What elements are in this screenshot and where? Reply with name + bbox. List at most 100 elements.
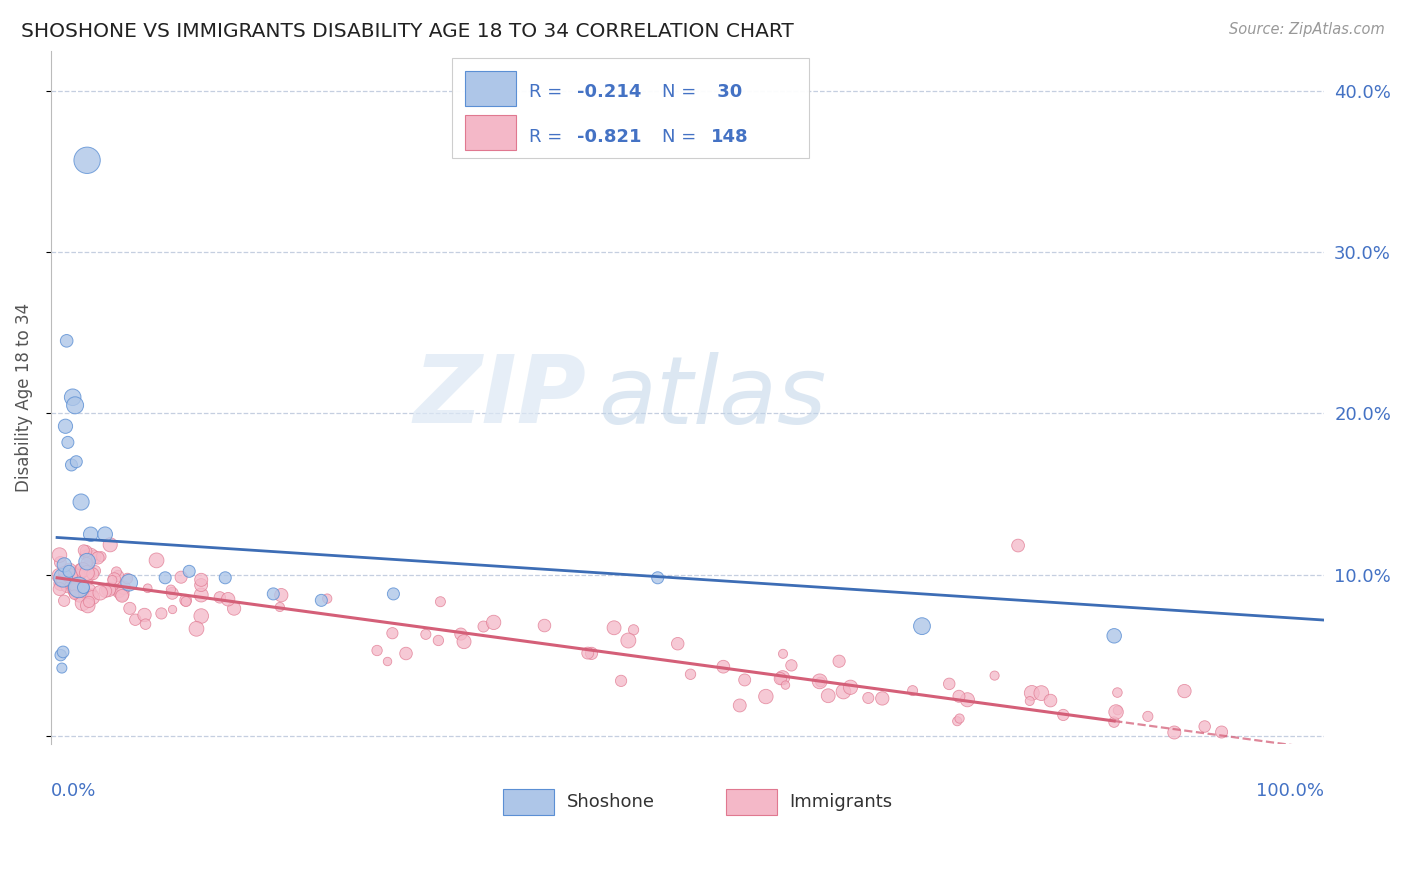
Point [170, 570, 193, 584]
Point [1136, 709, 1159, 723]
Text: 100.0%: 100.0% [1257, 782, 1324, 800]
Point [79, 583, 101, 598]
Point [49, 555, 72, 569]
Point [1039, 693, 1062, 707]
Point [1021, 686, 1043, 700]
Point [1007, 539, 1029, 553]
Point [55, 419, 77, 434]
Point [76, 153, 98, 168]
Point [73, 543, 96, 558]
Point [49, 575, 72, 590]
Point [76, 559, 98, 574]
Point [112, 581, 135, 595]
Point [51, 573, 73, 587]
Point [450, 627, 472, 641]
FancyBboxPatch shape [465, 71, 516, 106]
Point [63, 586, 86, 600]
Point [84, 564, 107, 578]
Point [48, 582, 70, 596]
Point [174, 594, 197, 608]
Point [214, 571, 236, 585]
Point [82, 591, 104, 605]
Text: atlas: atlas [599, 351, 827, 442]
Point [52, 565, 75, 579]
Point [105, 565, 128, 579]
Point [79, 562, 101, 576]
Point [124, 613, 146, 627]
Point [482, 615, 505, 630]
Point [679, 667, 702, 681]
Point [190, 578, 212, 592]
Point [190, 573, 212, 587]
Point [59, 563, 82, 577]
Text: Source: ZipAtlas.com: Source: ZipAtlas.com [1229, 22, 1385, 37]
Point [56, 578, 79, 592]
Point [316, 591, 339, 606]
Point [415, 627, 437, 641]
Point [111, 587, 134, 601]
Point [808, 674, 831, 689]
Point [97, 582, 120, 597]
Point [135, 617, 157, 632]
Point [911, 619, 934, 633]
Point [63, 580, 86, 594]
Point [100, 582, 122, 596]
Text: ZIP: ZIP [413, 351, 586, 443]
Point [63, 398, 86, 412]
Point [98, 538, 121, 552]
Point [772, 647, 794, 661]
Point [56, 435, 79, 450]
FancyBboxPatch shape [465, 115, 516, 150]
Point [72, 581, 94, 595]
Point [666, 637, 689, 651]
Point [60, 566, 83, 581]
Point [775, 678, 797, 692]
Point [117, 572, 139, 586]
Point [1107, 703, 1129, 717]
Point [162, 602, 184, 616]
Point [108, 584, 131, 599]
Point [59, 568, 82, 582]
Text: -0.821: -0.821 [576, 128, 641, 146]
Point [65, 455, 87, 469]
Point [956, 692, 979, 706]
Point [623, 623, 645, 637]
Point [262, 587, 284, 601]
Point [94, 584, 117, 599]
FancyBboxPatch shape [503, 789, 554, 815]
Point [63, 583, 86, 598]
Point [1102, 715, 1125, 730]
Point [983, 668, 1005, 682]
Point [610, 673, 633, 688]
Point [77, 568, 100, 582]
Point [70, 495, 93, 509]
Point [67, 566, 90, 581]
Point [617, 633, 640, 648]
Point [946, 714, 969, 729]
Text: 30: 30 [710, 83, 742, 101]
Point [90, 549, 112, 564]
Point [1031, 686, 1053, 700]
Point [58, 575, 80, 590]
Point [73, 548, 96, 562]
Point [75, 544, 97, 558]
Point [828, 654, 851, 668]
Point [1018, 694, 1040, 708]
Text: 0.0%: 0.0% [51, 782, 97, 800]
Point [63, 588, 86, 602]
Point [581, 646, 603, 660]
Point [72, 563, 94, 577]
Point [217, 592, 239, 607]
Point [190, 609, 212, 624]
Point [769, 672, 792, 686]
Point [1163, 725, 1185, 739]
Text: -0.214: -0.214 [576, 83, 641, 101]
Point [75, 585, 97, 599]
Point [53, 594, 76, 608]
Point [711, 659, 734, 673]
Point [76, 566, 98, 580]
Point [817, 689, 839, 703]
Point [190, 588, 212, 602]
Point [1102, 629, 1125, 643]
Point [1211, 725, 1233, 739]
